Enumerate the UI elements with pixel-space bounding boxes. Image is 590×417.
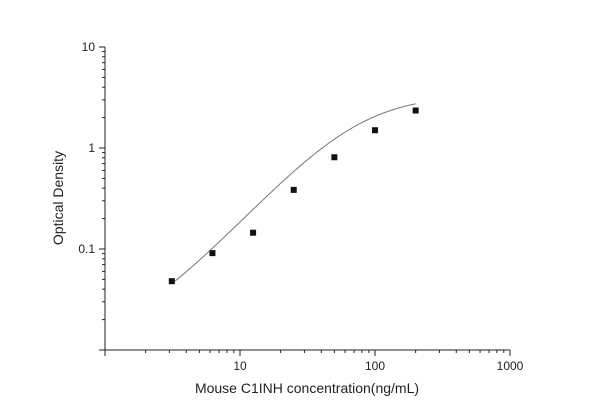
tick-labels: 10 100 1000 10 1 0.1 [78,40,523,373]
x-tick-label: 1000 [497,359,524,373]
data-point [412,107,419,114]
y-tick-label: 0.1 [78,242,95,256]
data-point [168,278,175,285]
data-points [168,107,419,285]
data-point [372,127,378,134]
data-point [250,229,257,236]
y-tick-label: 1 [88,141,95,155]
y-tick-label: 10 [82,40,96,54]
x-axis-title: Mouse C1INH concentration(ng/mL) [195,380,419,396]
data-point [290,186,297,193]
x-tick-label: 10 [233,359,247,373]
y-axis-title: Optical Density [50,151,66,245]
plot-frame [104,47,510,351]
x-tick-label: 100 [365,359,385,373]
axis-ticks [99,46,511,356]
data-point [209,250,216,257]
data-point [331,154,338,161]
fit-curve [171,103,416,284]
